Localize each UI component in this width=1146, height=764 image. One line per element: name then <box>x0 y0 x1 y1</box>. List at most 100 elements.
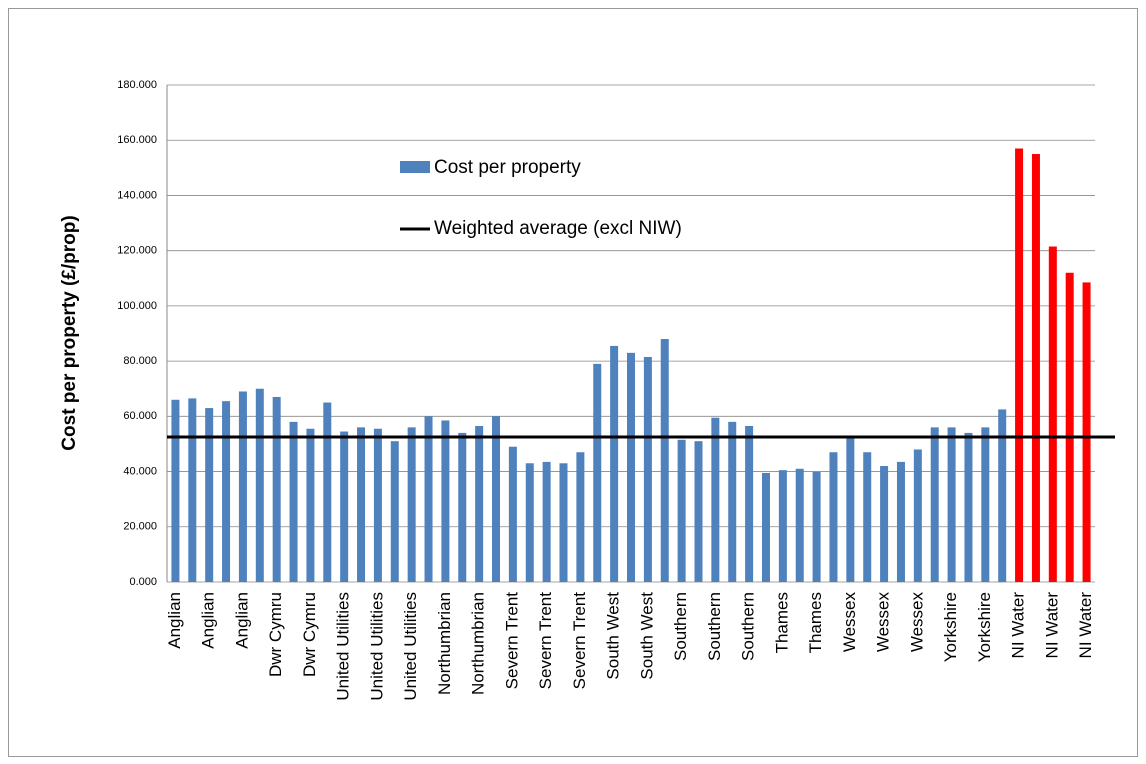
bar <box>660 339 669 582</box>
y-tick-label: 0.000 <box>129 576 157 588</box>
x-tick-label: Anglian <box>232 592 251 649</box>
bar <box>998 409 1007 582</box>
legend-label: Weighted average (excl NIW) <box>434 218 682 239</box>
x-tick-label: Wessex <box>840 592 859 653</box>
chart-frame <box>8 8 1138 757</box>
bar <box>424 416 433 582</box>
x-tick-label: NI Water <box>1009 592 1028 659</box>
x-tick-label: South West <box>637 592 656 680</box>
bar <box>677 439 686 582</box>
bar <box>306 428 315 582</box>
y-tick-label: 40.000 <box>123 465 157 477</box>
bar <box>272 397 281 582</box>
bar <box>1065 272 1074 582</box>
x-tick-label: Anglian <box>165 592 184 649</box>
y-tick-label: 80.000 <box>123 355 157 367</box>
x-tick-label: Wessex <box>907 592 926 653</box>
bar <box>390 441 399 582</box>
bar <box>542 461 551 582</box>
bar <box>846 435 855 582</box>
x-tick-label: Anglian <box>199 592 218 649</box>
bar <box>896 461 905 582</box>
x-tick-label: Northumbrian <box>435 592 454 695</box>
legend-swatch <box>400 161 430 173</box>
bar <box>205 408 214 582</box>
bar <box>829 452 838 582</box>
bar <box>525 463 534 582</box>
x-tick-label: Southern <box>739 592 758 661</box>
x-tick-label: NI Water <box>1042 592 1061 659</box>
x-tick-label: United Utilities <box>334 592 353 701</box>
x-tick-label: Dwr Cymru <box>266 592 285 677</box>
bar <box>407 427 416 582</box>
bar <box>761 472 770 582</box>
bar <box>323 402 332 582</box>
bar <box>458 432 467 582</box>
y-tick-label: 160.000 <box>117 134 157 146</box>
x-tick-label: Thames <box>806 592 825 653</box>
bar <box>880 466 889 582</box>
y-tick-label: 60.000 <box>123 410 157 422</box>
bar <box>812 471 821 582</box>
x-tick-label: Severn Trent <box>536 592 555 690</box>
bar <box>576 452 585 582</box>
bar <box>441 420 450 582</box>
bar <box>1082 282 1091 582</box>
x-tick-label: Severn Trent <box>502 592 521 690</box>
x-tick-label: Dwr Cymru <box>300 592 319 677</box>
bar <box>222 401 231 582</box>
x-tick-label: Southern <box>705 592 724 661</box>
bar <box>171 399 180 582</box>
bar <box>728 421 737 582</box>
y-tick-label: 20.000 <box>123 521 157 533</box>
y-tick-label: 180.000 <box>117 79 157 91</box>
bar <box>913 449 922 582</box>
bar <box>1031 154 1040 582</box>
x-tick-label: Yorkshire <box>941 592 960 662</box>
y-tick-label: 100.000 <box>117 300 157 312</box>
x-tick-label: Thames <box>772 592 791 653</box>
bar <box>475 425 484 582</box>
bar <box>238 391 247 582</box>
bar <box>981 427 990 582</box>
bar <box>1048 246 1057 582</box>
bar <box>188 398 197 582</box>
bar <box>340 431 349 582</box>
x-tick-label: NI Water <box>1076 592 1095 659</box>
y-tick-label: 140.000 <box>117 189 157 201</box>
bar <box>745 425 754 582</box>
bar <box>627 352 635 582</box>
bar <box>795 468 804 582</box>
x-tick-label: United Utilities <box>401 592 420 701</box>
bar <box>694 441 703 582</box>
bar <box>492 416 501 582</box>
x-tick-label: Northumbrian <box>469 592 488 695</box>
bar <box>610 345 619 582</box>
x-tick-label: South West <box>604 592 623 680</box>
bar <box>373 428 382 582</box>
bar <box>778 470 787 582</box>
x-tick-label: Southern <box>671 592 690 661</box>
bar <box>508 446 517 582</box>
legend-label: Cost per property <box>434 157 581 178</box>
bar <box>711 417 720 582</box>
bar <box>289 421 298 582</box>
bar <box>559 463 568 582</box>
bar <box>1015 148 1024 582</box>
y-axis-title: Cost per property (£/prop) <box>59 215 80 450</box>
bar <box>593 363 602 582</box>
bar <box>930 427 939 582</box>
bar <box>863 452 872 582</box>
bar <box>357 427 366 582</box>
bar <box>643 356 652 582</box>
x-tick-label: Severn Trent <box>570 592 589 690</box>
bar <box>964 432 973 582</box>
x-tick-label: United Utilities <box>367 592 386 701</box>
y-tick-label: 120.000 <box>117 245 157 257</box>
bar <box>947 427 956 582</box>
x-tick-label: Yorkshire <box>975 592 994 662</box>
bar <box>255 388 264 582</box>
x-tick-label: Wessex <box>874 592 893 653</box>
